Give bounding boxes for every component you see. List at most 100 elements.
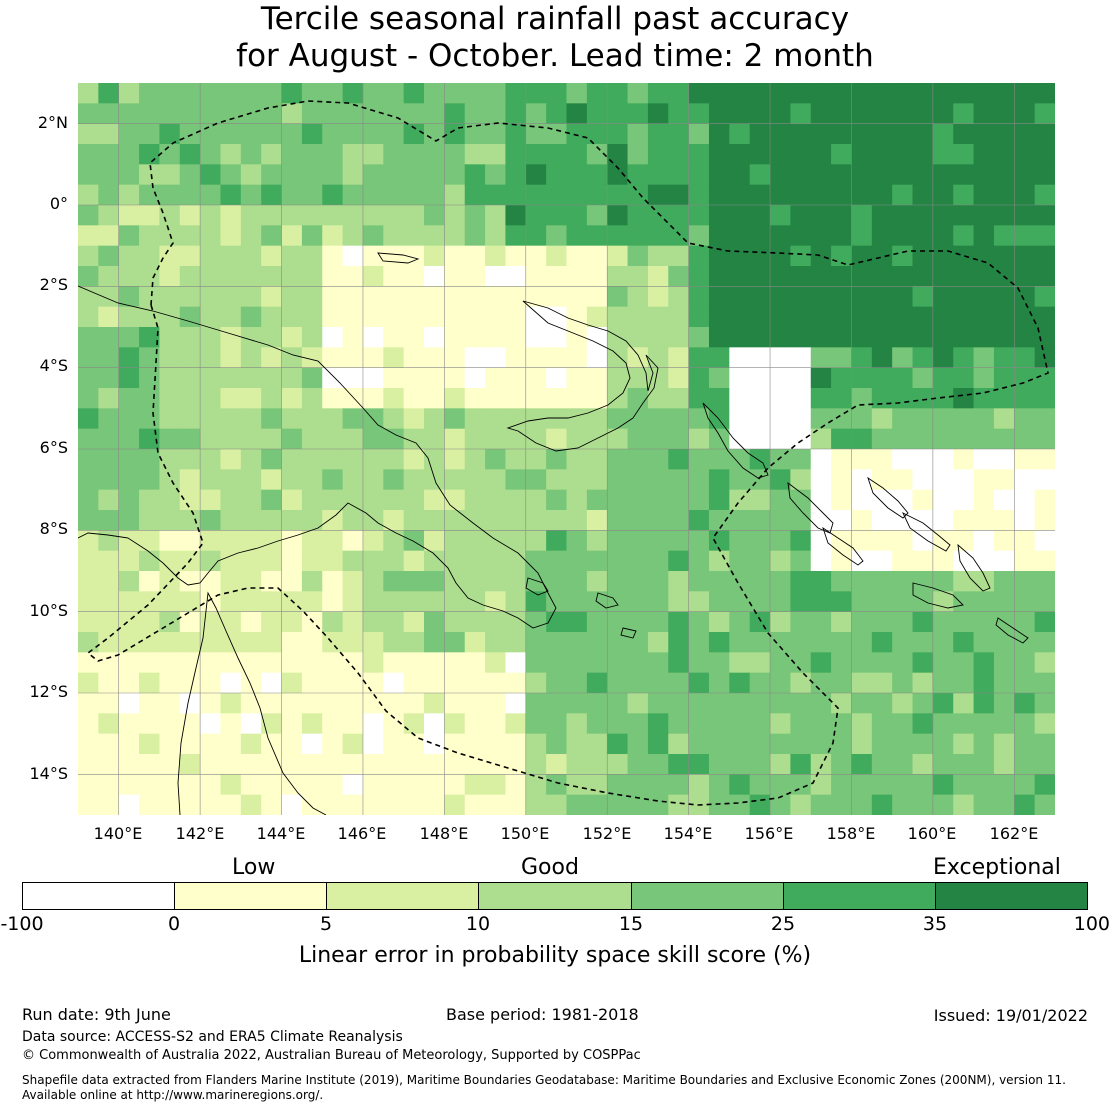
skill-cell	[708, 794, 730, 815]
skill-cell	[749, 286, 771, 308]
skill-cell	[261, 611, 283, 633]
skill-cell	[831, 672, 853, 694]
skill-cell	[505, 428, 527, 450]
skill-cell	[790, 632, 812, 653]
skill-cell	[586, 103, 608, 125]
skill-cell	[525, 306, 547, 328]
skill-cell	[342, 672, 364, 694]
skill-cell	[200, 550, 222, 572]
skill-cell	[586, 733, 608, 755]
shapefile-url: Available online at http://www.marinereg…	[22, 1088, 324, 1102]
skill-cell	[281, 611, 303, 633]
skill-cell	[220, 754, 242, 775]
skill-cell	[505, 286, 527, 308]
skill-cell	[729, 245, 751, 267]
skill-cell	[831, 164, 853, 186]
skill-cell	[546, 733, 568, 755]
skill-cell	[179, 408, 201, 430]
skill-cell	[627, 489, 649, 511]
skill-cell	[322, 428, 344, 450]
skill-cell	[403, 672, 425, 694]
skill-cell	[708, 245, 730, 267]
skill-cell	[525, 693, 547, 714]
skill-cell	[892, 672, 914, 694]
skill-cell	[688, 571, 710, 592]
skill-cell	[912, 347, 934, 369]
skill-cell	[688, 367, 710, 389]
skill-cell	[118, 449, 140, 470]
skill-cell	[932, 632, 954, 653]
skill-cell	[688, 327, 710, 348]
skill-cell	[668, 469, 690, 491]
skill-cell	[627, 672, 649, 694]
skill-cell	[342, 693, 364, 714]
skill-cell	[790, 266, 812, 287]
skill-cell	[118, 286, 140, 308]
coastlines	[78, 252, 1029, 815]
skill-cell	[668, 449, 690, 470]
skill-cell	[953, 672, 975, 694]
skill-cell	[220, 530, 242, 552]
skill-cell	[403, 408, 425, 430]
skill-cell	[831, 347, 853, 369]
skill-cell	[200, 571, 222, 592]
skill-cell	[546, 286, 568, 308]
skill-cell	[424, 367, 445, 389]
skill-cell	[362, 123, 384, 145]
skill-cell	[403, 123, 425, 145]
skill-cell	[485, 449, 507, 470]
skill-cell	[566, 652, 588, 674]
colorbar-tick: 100	[1073, 913, 1110, 935]
skill-cell	[525, 571, 547, 592]
skill-cell	[953, 754, 975, 775]
skill-cell	[505, 713, 527, 735]
skill-cell	[281, 306, 303, 328]
skill-cell	[240, 164, 262, 186]
skill-cell	[790, 510, 812, 531]
skill-cell	[851, 347, 873, 369]
skill-cell	[729, 449, 751, 470]
skill-cell	[301, 530, 323, 552]
skill-cell	[98, 754, 120, 775]
skill-cell	[118, 266, 140, 287]
skill-cell	[383, 510, 405, 531]
skill-cell	[383, 489, 405, 511]
skill-cell	[668, 754, 690, 775]
skill-cell	[505, 652, 527, 674]
skill-cell	[220, 571, 242, 592]
skill-cell	[1014, 733, 1036, 755]
skill-cell	[586, 347, 608, 369]
skill-cell	[383, 225, 405, 247]
skill-cell	[749, 144, 771, 165]
skill-cell	[831, 489, 853, 511]
skill-cell	[851, 245, 873, 267]
skill-cell	[668, 164, 690, 186]
skill-cell	[749, 693, 771, 714]
skill-cell	[546, 489, 568, 511]
skill-cell	[342, 571, 364, 592]
skill-cell	[1034, 428, 1055, 450]
skill-cell	[627, 469, 649, 491]
skill-cell	[647, 103, 669, 125]
skill-cell	[505, 225, 527, 247]
skill-cell	[485, 306, 507, 328]
skill-cell	[179, 123, 201, 145]
skill-cell	[139, 510, 161, 531]
skill-cell	[322, 123, 344, 145]
skill-cell	[912, 774, 934, 796]
coastline-makira	[995, 617, 1029, 644]
skill-cell	[525, 733, 547, 755]
skill-cell	[159, 449, 181, 470]
skill-cell	[851, 713, 873, 735]
skill-cell	[607, 489, 629, 511]
skill-cell	[566, 144, 588, 165]
skill-cell	[179, 286, 201, 308]
skill-cell	[485, 530, 507, 552]
skill-cell	[179, 510, 201, 531]
skill-cell	[749, 205, 771, 226]
skill-cell	[118, 428, 140, 450]
skill-cell	[505, 123, 527, 145]
skill-cell	[810, 245, 832, 267]
skill-cell	[464, 286, 486, 308]
colorbar-tick: -100	[0, 913, 44, 935]
